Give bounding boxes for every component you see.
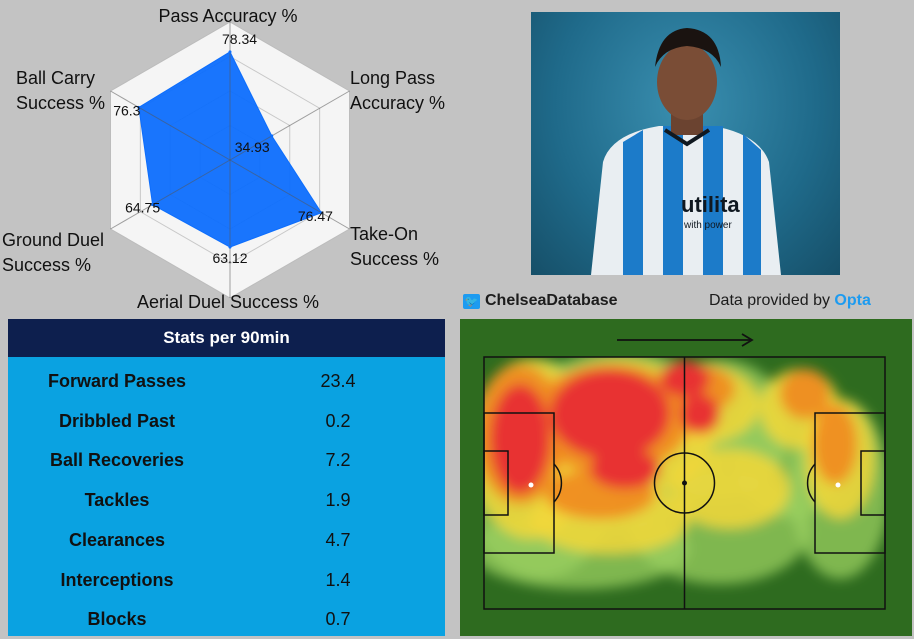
radar-point <box>319 211 323 215</box>
centre-spot <box>682 480 687 486</box>
player-photo: utilita with power <box>531 12 840 275</box>
stats-row-value: 7.2 <box>325 450 351 471</box>
stats-row-label: Clearances <box>68 529 166 550</box>
radar-spoke <box>110 159 231 230</box>
twitter-handle: ChelseaDatabase <box>485 292 618 309</box>
shirt-sponsor-text: utilita <box>681 192 740 217</box>
stats-row: Tackles 1.9 <box>8 480 445 520</box>
stats-row-value: 4.7 <box>325 529 351 550</box>
twitter-bird-icon: 🐦 <box>463 293 480 309</box>
heat-blob <box>670 449 790 529</box>
stats-row-value: 0.7 <box>325 609 351 630</box>
radar-spoke <box>229 159 350 230</box>
radar-spoke <box>110 90 231 161</box>
stats-row-value: 0.2 <box>325 410 351 431</box>
stats-row: Dribbled Past 0.2 <box>8 401 445 441</box>
twitter-credit: 🐦 ChelseaDatabase <box>463 292 618 310</box>
radar-point <box>151 203 155 207</box>
radar-category-label: Aerial Duel Success % <box>137 292 319 312</box>
heat-blob <box>490 384 550 494</box>
stats-table: Stats per 90min Forward Passes 23.4 Dribbl… <box>8 319 445 636</box>
stats-row: Blocks 0.7 <box>8 599 445 639</box>
left-six-yard-box <box>483 450 509 516</box>
radar-point <box>137 105 141 109</box>
radar-value-label: 78.34 <box>222 31 257 47</box>
centre-circle <box>653 452 716 514</box>
data-provider: Data provided by Opta <box>709 292 871 310</box>
radar-category-label: Long Pass Accuracy % <box>350 68 445 113</box>
radar-point <box>228 50 232 54</box>
stats-row: Ball Recoveries 7.2 <box>8 440 445 480</box>
stats-row-value: 1.4 <box>325 569 351 590</box>
right-six-yard-box <box>860 450 886 516</box>
radar-category-label: Take-On Success % <box>350 224 439 269</box>
heat-layer <box>484 357 885 589</box>
radar-value-label: 76.3 <box>113 102 140 118</box>
provider-prefix: Data provided by <box>709 292 835 309</box>
heat-blob <box>550 369 670 459</box>
heatmap-chart <box>460 319 912 636</box>
stats-row-label: Dribbled Past <box>58 410 176 431</box>
stats-row: Forward Passes 23.4 <box>8 361 445 401</box>
heat-blob <box>780 369 830 419</box>
left-penalty-arc <box>553 463 563 503</box>
radar-chart: 78.34 34.93 76.47 63.12 64.75 76.3 Pass Accura… <box>2 6 445 312</box>
stats-row-value: 23.4 <box>320 371 356 391</box>
radar-value-label: 76.47 <box>298 208 333 224</box>
heat-blob <box>813 404 857 484</box>
attack-direction-arrowhead <box>741 333 754 347</box>
stats-row-label: Blocks <box>87 609 147 630</box>
radar-value-label: 64.75 <box>125 200 160 216</box>
heat-blob <box>590 449 660 489</box>
radar-point <box>270 134 274 138</box>
stats-row-label: Interceptions <box>60 569 174 590</box>
radar-spoke <box>229 90 350 161</box>
radar-value-label: 34.93 <box>235 139 270 155</box>
left-penalty-spot <box>528 482 534 488</box>
heat-blob <box>680 394 720 434</box>
stats-table-title: Stats per 90min <box>8 319 445 357</box>
right-penalty-arc <box>806 463 816 503</box>
right-penalty-spot <box>835 482 841 488</box>
radar-category-label: Ground Duel Success % <box>2 230 104 275</box>
stats-row-label: Forward Passes <box>47 371 187 391</box>
stats-row: Clearances 4.7 <box>8 520 445 560</box>
shirt-sponsor-subtext: with power <box>683 220 732 231</box>
stats-row-label: Tackles <box>84 490 150 511</box>
radar-value-label: 63.12 <box>212 250 247 266</box>
provider-name: Opta <box>834 292 871 309</box>
radar-category-label: Ball Carry Success % <box>16 68 105 113</box>
stats-row-value: 1.9 <box>325 490 351 511</box>
stats-row-label: Ball Recoveries <box>49 450 185 471</box>
radar-category-label: Pass Accuracy % <box>158 6 297 26</box>
stats-row: Interceptions 1.4 <box>8 560 445 600</box>
radar-point <box>228 245 232 249</box>
